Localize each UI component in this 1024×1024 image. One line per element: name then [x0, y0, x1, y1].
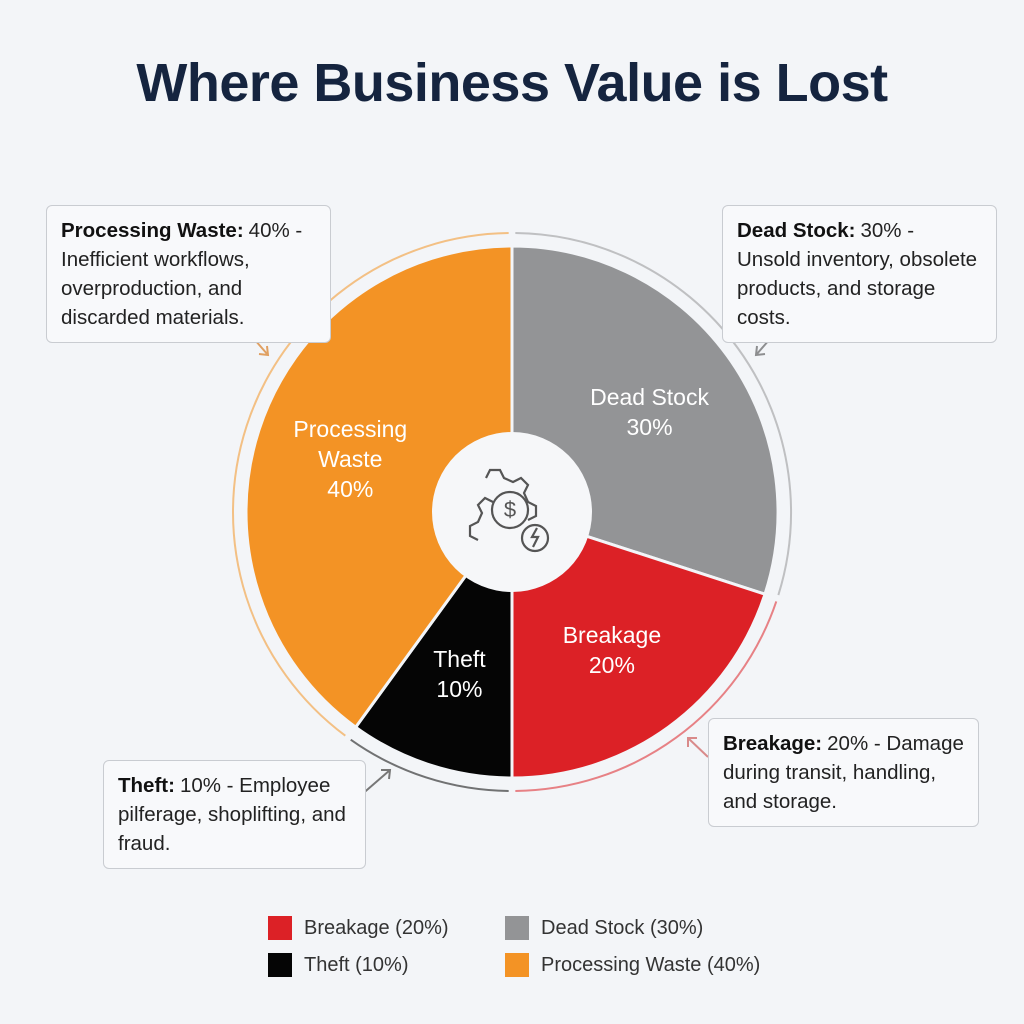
outer-ring-arc — [232, 232, 509, 737]
pie-slice — [510, 509, 767, 780]
slice-name: Dead Stock — [590, 384, 709, 411]
pie-slice — [244, 244, 514, 730]
svg-text:$: $ — [504, 497, 516, 522]
legend-label: Processing Waste (40%) — [541, 953, 761, 976]
legend-item: Theft (10%) — [268, 953, 408, 977]
slice-label: Theft 10% — [379, 644, 539, 704]
callout-text: 10% - Employee pilferage, shoplifting, a… — [118, 774, 346, 855]
callout: Theft: 10% - Employee pilferage, shoplift… — [103, 760, 366, 869]
callout: Processing Waste: 40% - Inefficient workf… — [46, 205, 331, 343]
outer-ring-arc — [515, 232, 792, 596]
callout-text: 30% - Unsold inventory, obsolete product… — [737, 219, 978, 329]
legend-label: Breakage (20%) — [304, 916, 449, 939]
slice-label: Processing Waste 40% — [270, 414, 430, 504]
slice-label: Dead Stock 30% — [570, 382, 730, 442]
slice-value-label: 20% — [588, 651, 635, 678]
legend-label: Theft (10%) — [304, 953, 409, 976]
legend-item: Processing Waste (40%) — [505, 953, 760, 977]
legend-label: Dead Stock (30%) — [541, 916, 704, 939]
callout-arrows — [247, 331, 777, 797]
center-icon: $ — [468, 468, 550, 553]
slice-name: Breakage — [562, 621, 662, 648]
center-hole — [432, 432, 592, 592]
legend-swatch — [268, 953, 292, 977]
slice-value-label: 30% — [626, 414, 673, 441]
legend-swatch — [268, 916, 292, 940]
callout: Breakage: 20% - Damage during transit, ha… — [708, 718, 979, 827]
legend-swatch — [505, 953, 529, 977]
callout-label: Dead Stock: — [737, 219, 856, 242]
legend-item: Dead Stock (30%) — [505, 916, 703, 940]
slice-label: Breakage 20% — [532, 620, 692, 680]
callout-label: Theft: — [118, 774, 175, 797]
slice-name: Processing Waste — [293, 416, 408, 473]
callout: Dead Stock: 30% - Unsold inventory, obsol… — [722, 205, 997, 343]
outer-ring-arc — [515, 601, 778, 792]
legend-swatch — [505, 916, 529, 940]
callout-label: Breakage: — [723, 732, 823, 755]
callout-label: Processing Waste: — [61, 219, 244, 242]
callout-text: 40% - Inefficient workflows, overproduct… — [61, 219, 303, 329]
slice-value-label: 40% — [327, 476, 374, 503]
outer-ring-arc — [350, 738, 509, 792]
slice-name: Theft — [433, 645, 486, 672]
legend-item: Breakage (20%) — [268, 916, 449, 940]
chart-title: Where Business Value is Lost — [136, 53, 888, 113]
callout-text: 20% - Damage during transit, handling, a… — [723, 732, 964, 813]
slice-value-label: 10% — [436, 675, 483, 702]
